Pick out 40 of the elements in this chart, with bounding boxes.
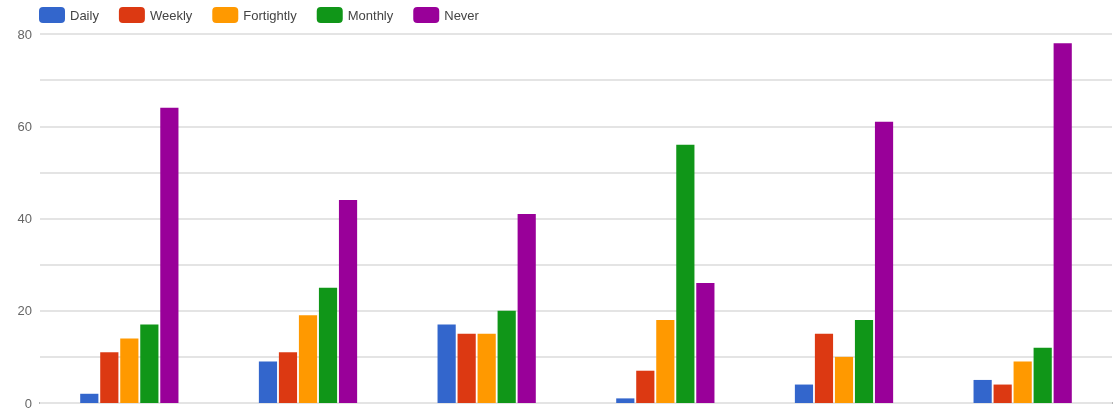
bar	[497, 310, 516, 403]
bar	[278, 352, 298, 403]
bar	[298, 315, 318, 403]
bar	[696, 283, 715, 403]
bar	[80, 393, 99, 403]
y-tick-label: 20	[17, 303, 32, 319]
bar	[676, 144, 695, 403]
bar	[100, 352, 119, 403]
bar	[993, 384, 1012, 403]
bar	[616, 398, 635, 403]
legend-label: Fortightly	[243, 7, 298, 23]
bar	[120, 338, 139, 403]
bar	[636, 370, 655, 403]
bar	[834, 356, 854, 403]
y-tick-label: 80	[17, 26, 32, 42]
bar	[140, 324, 159, 403]
y-tick-label: 40	[17, 211, 32, 226]
legend-label: Weekly	[149, 7, 193, 23]
bar	[794, 384, 814, 403]
bar	[1053, 43, 1072, 403]
bar	[973, 379, 992, 403]
bar	[517, 213, 536, 403]
y-tick-label: 60	[17, 118, 32, 134]
bar	[1013, 361, 1032, 403]
bar	[160, 107, 179, 403]
bar	[874, 121, 894, 403]
bar	[457, 333, 476, 403]
legend-label: Never	[444, 7, 480, 23]
bar	[1033, 347, 1052, 403]
legend-label: Monthly	[347, 7, 394, 23]
bar	[318, 287, 338, 403]
bar	[437, 324, 456, 403]
bar	[258, 361, 278, 403]
bar	[338, 200, 358, 403]
bar	[656, 319, 675, 403]
bar	[854, 319, 874, 403]
y-tick-label: 0	[24, 395, 32, 411]
bar	[814, 333, 834, 403]
bar	[477, 333, 496, 403]
legend-label: Daily	[70, 7, 100, 23]
